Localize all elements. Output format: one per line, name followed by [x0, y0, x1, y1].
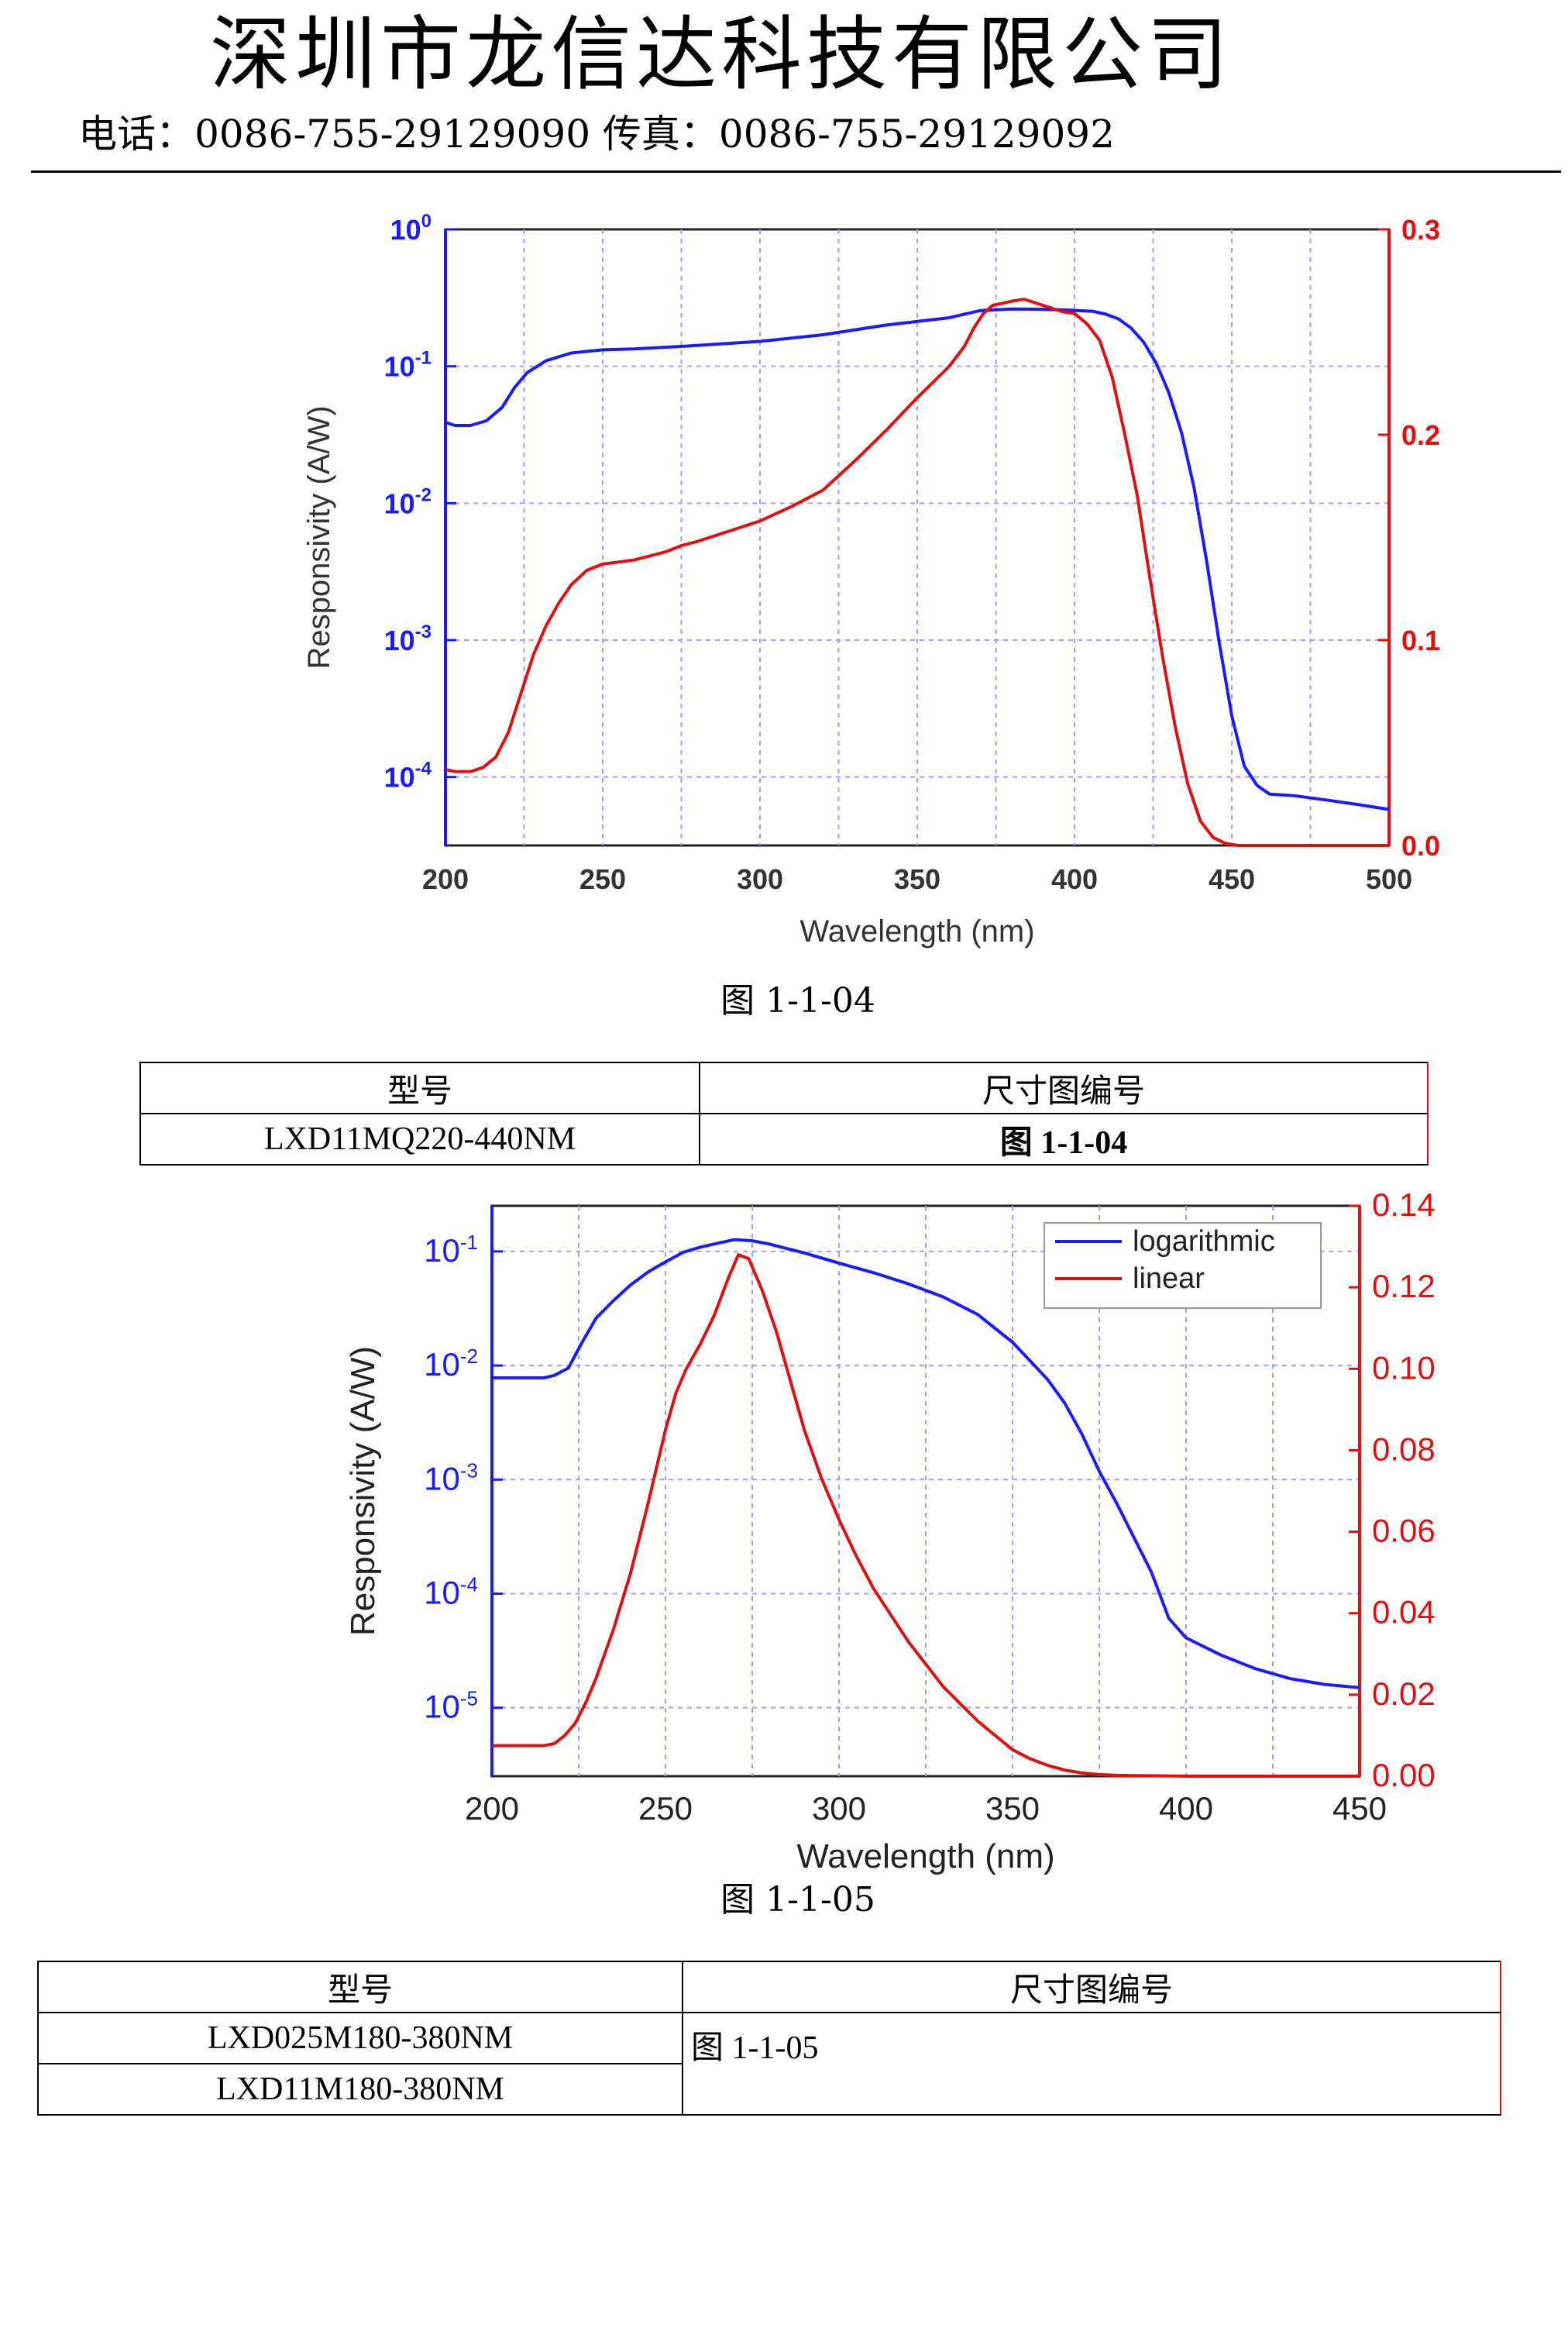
- spec-table-1: 型号 尺寸图编号 LXD11MQ220-440NM 图 1-1-04: [139, 1062, 1429, 1166]
- x-tick-label: 250: [579, 863, 626, 895]
- y-left-tick-label: 10-3: [424, 1458, 478, 1496]
- y-right-tick-label: 0.14: [1372, 1186, 1436, 1223]
- series-line-logarithmic: [445, 307, 1390, 811]
- col-header-drawing: 尺寸图编号: [699, 1062, 1429, 1114]
- series-line-logarithmic: [492, 1238, 1360, 1689]
- x-tick-label: 500: [1366, 863, 1412, 895]
- x-tick-label: 250: [638, 1790, 693, 1827]
- model-cell: LXD11MQ220-440NM: [139, 1113, 700, 1166]
- y-left-tick-label: 10-2: [424, 1345, 478, 1383]
- col-header-drawing: 尺寸图编号: [682, 1961, 1501, 2013]
- legend-label-logarithmic: logarithmic: [1133, 1225, 1275, 1258]
- y-right-tick-label: 0.00: [1372, 1757, 1436, 1793]
- x-tick-label: 450: [1209, 863, 1255, 895]
- col-header-model: 型号: [139, 1062, 700, 1114]
- series-line-linear: [492, 1253, 1360, 1778]
- y-left-tick-label: 10-4: [424, 1572, 478, 1610]
- table-header-row: 型号 尺寸图编号: [37, 1961, 1501, 2013]
- x-axis-label: Wavelength (nm): [799, 914, 1034, 949]
- x-tick-label: 200: [465, 1790, 519, 1827]
- table-row: LXD025M180-380NM 图 1-1-05: [37, 2012, 1501, 2116]
- y-axis-label: Responsivity (A/W): [344, 1346, 382, 1636]
- model-cell: LXD025M180-380NM: [37, 2012, 683, 2064]
- col-header-model: 型号: [37, 1961, 683, 2013]
- contact-info: 电话：0086-755-29129090 传真：0086-755-2912909…: [78, 112, 1115, 157]
- y-left-tick-label: 10-2: [384, 484, 432, 519]
- x-tick-label: 300: [812, 1790, 866, 1827]
- x-tick-label: 400: [1051, 863, 1098, 895]
- y-left-tick-label: 10-4: [384, 759, 432, 794]
- y-right-tick-label: 0.12: [1372, 1268, 1436, 1304]
- table-row: LXD11M180-380NM: [37, 2063, 1501, 2116]
- company-name: 深圳市龙信达科技有限公司: [209, 7, 1233, 102]
- x-tick-label: 350: [894, 863, 940, 895]
- y-axis-label: Responsivity (A/W): [302, 405, 336, 669]
- y-right-tick-label: 0.1: [1401, 625, 1440, 656]
- legend-label-linear: linear: [1133, 1262, 1205, 1295]
- x-axis-label: Wavelength (nm): [796, 1837, 1054, 1875]
- y-left-tick-label: 100: [390, 211, 432, 246]
- y-right-tick-label: 0.06: [1372, 1513, 1436, 1549]
- legend-box: [1044, 1222, 1322, 1309]
- x-tick-label: 450: [1332, 1790, 1387, 1827]
- figure-caption-1-1-04: 图 1-1-04: [720, 981, 875, 1021]
- spec-table-2: 型号 尺寸图编号 LXD025M180-380NM 图 1-1-05 LXD11…: [37, 1961, 1501, 2116]
- x-tick-label: 350: [985, 1790, 1040, 1827]
- x-tick-label: 200: [422, 863, 469, 895]
- y-right-tick-label: 0.3: [1401, 214, 1440, 246]
- y-left-tick-label: 10-3: [384, 622, 432, 656]
- y-left-tick-label: 10-1: [424, 1231, 478, 1269]
- y-left-tick-label: 10-5: [424, 1687, 478, 1725]
- chart-1-1-05: 200 250 300 350 400 450 10-1 10-2 10-3 10-4 10-5 0.…: [344, 1186, 1436, 1875]
- y-right-tick-label: 0.10: [1372, 1349, 1436, 1386]
- table-row: LXD11MQ220-440NM 图 1-1-04: [139, 1113, 1429, 1166]
- table-header-row: 型号 尺寸图编号: [139, 1062, 1429, 1114]
- series-line-linear: [445, 298, 1389, 847]
- y-right-tick-label: 0.2: [1401, 419, 1440, 451]
- y-right-tick-label: 0.0: [1401, 830, 1440, 862]
- header-divider: [31, 170, 1561, 173]
- y-right-tick-label: 0.08: [1372, 1431, 1436, 1467]
- x-tick-label: 400: [1159, 1790, 1213, 1827]
- model-cell: LXD11M180-380NM: [37, 2063, 683, 2116]
- drawing-cell: 图 1-1-04: [699, 1113, 1429, 1166]
- y-right-tick-label: 0.04: [1372, 1594, 1436, 1630]
- drawing-cell: 图 1-1-05: [682, 2012, 1501, 2116]
- chart-1-1-04: 200 250 300 350 400 450 500 100 10-1 10-2 10-3 10-4…: [302, 211, 1440, 949]
- y-left-tick-label: 10-1: [384, 348, 432, 383]
- x-tick-label: 300: [737, 863, 783, 895]
- figure-caption-1-1-05: 图 1-1-05: [720, 1880, 875, 1920]
- y-right-tick-label: 0.02: [1372, 1675, 1436, 1712]
